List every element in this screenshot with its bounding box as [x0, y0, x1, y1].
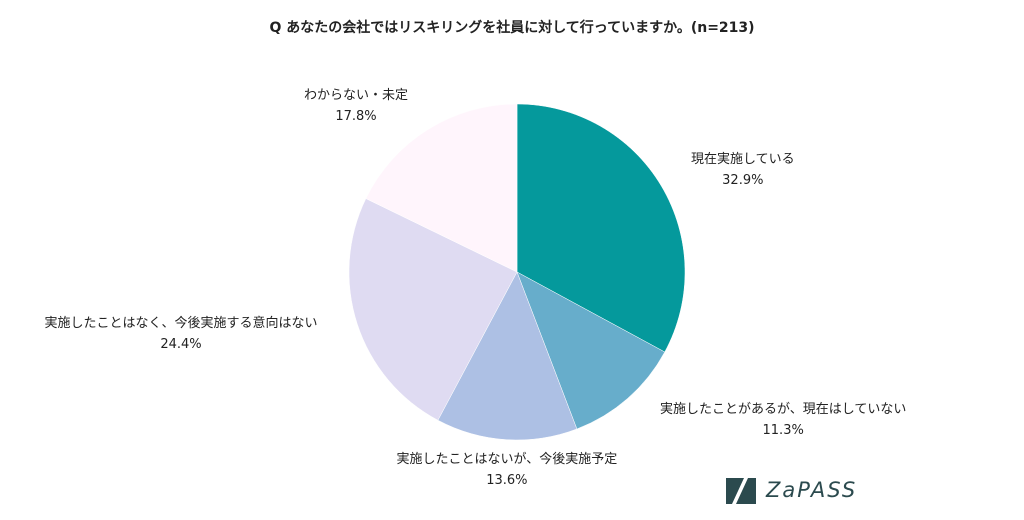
slice-value-label: 17.8% — [335, 109, 377, 124]
zapass-logo-icon — [726, 478, 756, 504]
slice-category-label: 実施したことはないが、今後実施予定 — [396, 452, 618, 467]
logo-text: ZaPASS — [766, 478, 858, 502]
slice-label-1: 現在実施している 32.9% — [691, 149, 795, 191]
pie-slice-3 — [437, 271, 578, 441]
slice-label-5: わからない・未定 17.8% — [304, 85, 408, 127]
pie-slice-2 — [516, 271, 666, 430]
slice-category-label: 実施したことがあるが、現在はしていない — [660, 402, 907, 417]
slice-label-3: 実施したことはないが、今後実施予定 13.6% — [397, 449, 618, 491]
slice-label-2: 実施したことがあるが、現在はしていない 11.3% — [660, 399, 906, 441]
pie-slice-4 — [348, 198, 518, 421]
slice-value-label: 24.4% — [160, 337, 202, 352]
pie-slices — [348, 103, 686, 441]
chart-title: Q あなたの会社ではリスキリングを社員に対して行っていますか。(n=213) — [269, 20, 755, 36]
brand-logo: ZaPASS — [726, 474, 857, 506]
slice-value-label: 13.6% — [486, 473, 528, 488]
slice-value-label: 32.9% — [722, 173, 764, 188]
slice-value-label: 11.3% — [762, 423, 804, 438]
slice-label-4: 実施したことはなく、今後実施する意向はない 24.4% — [45, 313, 318, 355]
pie-slice-5 — [365, 103, 518, 273]
slice-category-label: 実施したことはなく、今後実施する意向はない — [44, 316, 318, 331]
slice-category-label: 現在実施している — [691, 152, 795, 167]
pie-slice-1 — [516, 103, 686, 353]
slice-category-label: わからない・未定 — [304, 88, 409, 103]
